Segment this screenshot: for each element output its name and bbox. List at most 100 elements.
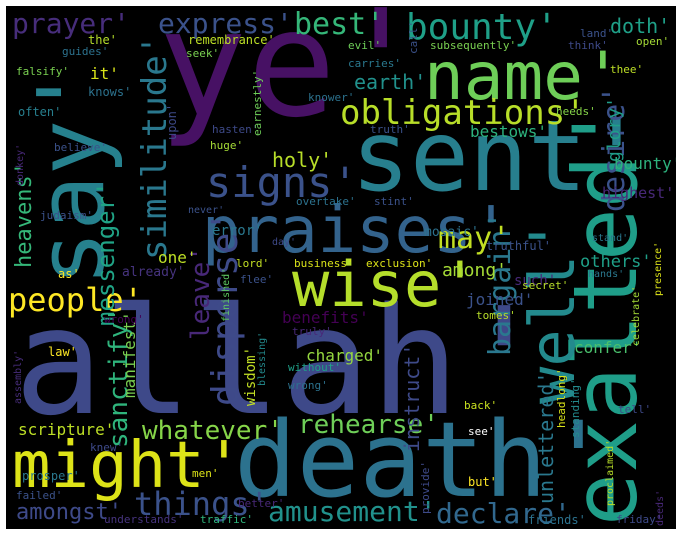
word-presence: presence' [653,241,664,296]
word-doth: doth' [610,14,671,38]
word-hands: hands' [588,269,625,280]
word-prosper: prosper' [22,469,80,483]
word-charged: charged' [306,346,384,365]
word-standing: standing' [569,378,582,438]
word-heeds: heeds' [556,105,596,118]
word-stand: stand' [592,233,629,244]
word-death: death' [234,399,610,521]
word-land: land' [580,27,614,40]
word-might: might' [12,429,244,503]
word-call: call' [407,20,420,54]
word-one: one' [158,248,197,267]
word-but: but' [468,475,497,489]
word-confer: confer' [574,338,642,357]
word-often: often' [18,105,62,119]
word-instruct: instruct' [400,343,424,452]
word-thee: thee' [610,63,644,76]
word-understands: understands' [104,513,184,526]
word-open: open' [636,35,670,48]
word-such: such' [514,273,557,289]
word-secret: secret' [522,279,569,292]
word-wrong-2: wrong' [288,379,328,392]
word-assembly: assembly' [13,349,24,404]
word-deeds: deeds' [655,489,666,526]
word-unlettered: unlettered' [534,371,558,504]
word-guides: guides' [62,45,109,58]
word-celebrate: celebrate' [631,285,642,346]
word-wise: wise' [292,248,479,321]
word-friends: friends' [528,513,586,527]
word-declare: declare' [436,497,571,529]
word-law: law' [48,345,77,359]
word-among: among' [442,260,508,281]
word-truly: truly' [292,325,332,338]
word-evil: evil' [348,39,382,52]
word-business: business' [294,257,354,270]
word-best: best' [294,7,385,42]
word-rehearse: rehearse' [298,410,439,440]
word-men: men' [192,467,219,480]
word-hasten: hasten' [212,123,259,136]
word-see: see' [468,425,495,438]
word-express: express' [158,7,293,40]
word-think: think' [568,39,608,52]
word-knew: knew' [90,441,124,454]
word-scripture: scripture' [18,420,115,439]
word-provide: provide' [419,461,432,514]
word-wrong: wrong' [104,313,144,326]
word-subsequently: subsequently' [430,39,517,52]
word-flee: flee' [240,273,274,286]
word-bounty: bounty' [406,7,558,48]
word-believe: believe' [54,141,107,154]
word-earth: earth' [354,70,427,94]
word-people: people' [8,281,143,319]
word-wisdom: wisdom' [243,346,259,406]
word-knows: knows' [88,85,132,99]
word-may: may' [438,221,511,256]
word-truthful: truthful' [486,239,552,253]
word-proclaimed: proclaimed' [605,439,616,506]
word-tomes: tomes' [476,309,516,322]
word-tell: tell' [618,403,652,416]
word-back: back' [464,399,498,412]
word-donkey: donkey' [15,143,26,186]
word-joined: joined' [466,290,534,309]
word-better: better' [238,497,285,510]
word-messenger: messenger' [92,181,120,327]
word-glory: glory' [604,96,625,162]
word-benefits: benefits' [282,308,369,327]
word-it: it' [90,64,119,83]
word-mosaic: mosaic' [424,225,479,240]
word-judaism: judaism' [40,209,93,222]
word-the: the' [88,33,117,47]
word-never: never' [188,205,225,216]
word-prayer: prayer' [12,7,131,40]
word-already: already' [122,265,185,280]
word-others: others' [580,252,652,272]
word-whatever: whatever' [142,416,283,446]
word-failed: failed' [16,489,63,502]
word-amusement: amusement' [268,495,437,528]
word-as: as' [58,267,80,281]
word-upon: upon' [165,103,179,140]
word-day: day' [272,237,297,248]
word-error: error' [212,223,263,239]
word-knower: knower' [308,91,355,104]
word-praises: praises' [202,194,511,268]
word-ye: ye' [158,6,426,150]
word-stint: stint' [374,195,414,208]
word-truth: truth' [370,123,410,136]
word-similitude: similitude' [135,34,175,260]
word-seek: seek' [186,47,220,60]
word-name: name' [424,38,623,115]
word-signs: signs' [206,158,358,207]
word-bounty-2: bounty' [614,154,676,173]
word-remembrance: remembrance' [188,33,275,47]
word-overtake: overtake' [296,195,356,208]
word-headlong: headlong' [555,368,568,428]
word-exclusion: exclusion' [366,257,433,270]
word-holy: holy' [272,148,333,172]
word-allah: allah' [14,276,549,448]
word-bestows: bestows' [470,122,548,141]
word-huge: huge' [210,139,244,152]
